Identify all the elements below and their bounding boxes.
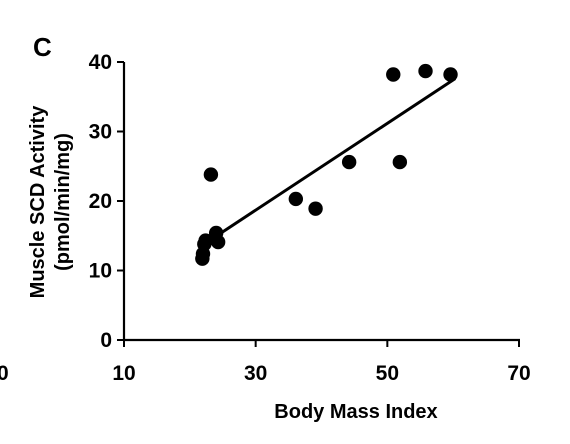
data-point — [210, 234, 226, 250]
data-point — [392, 154, 408, 170]
trendline-layer — [210, 77, 456, 241]
x-tick-label: 30 — [244, 362, 267, 385]
axes — [122, 62, 520, 342]
data-point — [198, 233, 213, 248]
trendline — [210, 77, 456, 241]
y-axis-title-line1: Muscle SCD Activity — [27, 105, 49, 299]
y-tick-label: 20 — [89, 190, 112, 213]
y-tick-label: 0 — [100, 329, 112, 352]
data-points — [195, 63, 458, 266]
x-tick-label: 10 — [112, 362, 135, 385]
y-tick-label: 30 — [89, 121, 112, 144]
y-tick-label: 40 — [89, 51, 112, 74]
panel-label: C — [33, 32, 52, 62]
y-tick-label: 10 — [89, 260, 112, 283]
data-point — [341, 154, 357, 170]
x-axis-ticks: 10 30 50 70 — [112, 340, 531, 385]
data-point — [386, 67, 401, 82]
y-axis-title: Muscle SCD Activity (pmol/min/mg) — [27, 105, 74, 299]
data-point — [443, 67, 458, 82]
y-axis-title-line2: (pmol/min/mg) — [52, 133, 74, 271]
data-point — [203, 167, 219, 182]
y-axis-ticks: 0 10 20 30 40 — [89, 51, 124, 352]
data-point — [308, 201, 323, 216]
edge-fragment-label: 0 — [0, 362, 9, 385]
x-axis-title: Body Mass Index — [274, 401, 437, 423]
data-point — [288, 191, 304, 207]
x-tick-label: 50 — [376, 362, 399, 385]
x-tick-label: 70 — [507, 362, 530, 385]
data-point — [418, 63, 433, 79]
